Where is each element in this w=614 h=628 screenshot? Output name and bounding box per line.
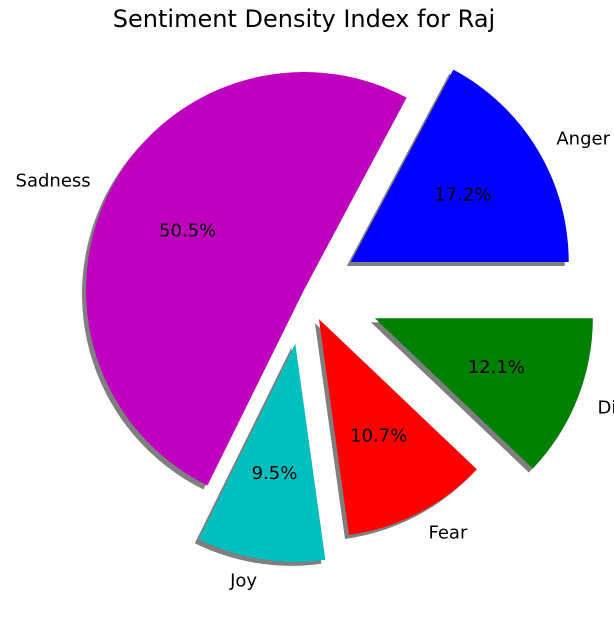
pct-label-sadness: 50.5%	[159, 220, 216, 241]
slice-label-joy: Joy	[229, 571, 257, 592]
slice-label-fear: Fear	[428, 522, 467, 543]
slice-sadness	[85, 71, 407, 486]
slice-disgust	[374, 318, 593, 469]
slice-anger	[350, 69, 569, 262]
pct-label-joy: 9.5%	[252, 463, 298, 484]
slice-joy	[198, 343, 326, 562]
slice-fear	[318, 319, 477, 536]
pct-label-disgust: 12.1%	[468, 357, 525, 378]
pie-slices	[85, 69, 593, 562]
slice-label-disgust: Disgust	[598, 397, 614, 418]
pct-label-anger: 17.2%	[434, 185, 491, 206]
chart-title: Sentiment Density Index for Raj	[113, 5, 495, 33]
slice-labels: 17.2% Anger 50.5% Sadness 9.5% Joy 10.7% Fear 12…	[16, 129, 614, 592]
slice-label-anger: Anger	[556, 129, 610, 150]
slice-label-sadness: Sadness	[16, 170, 91, 191]
pct-label-fear: 10.7%	[350, 425, 407, 446]
